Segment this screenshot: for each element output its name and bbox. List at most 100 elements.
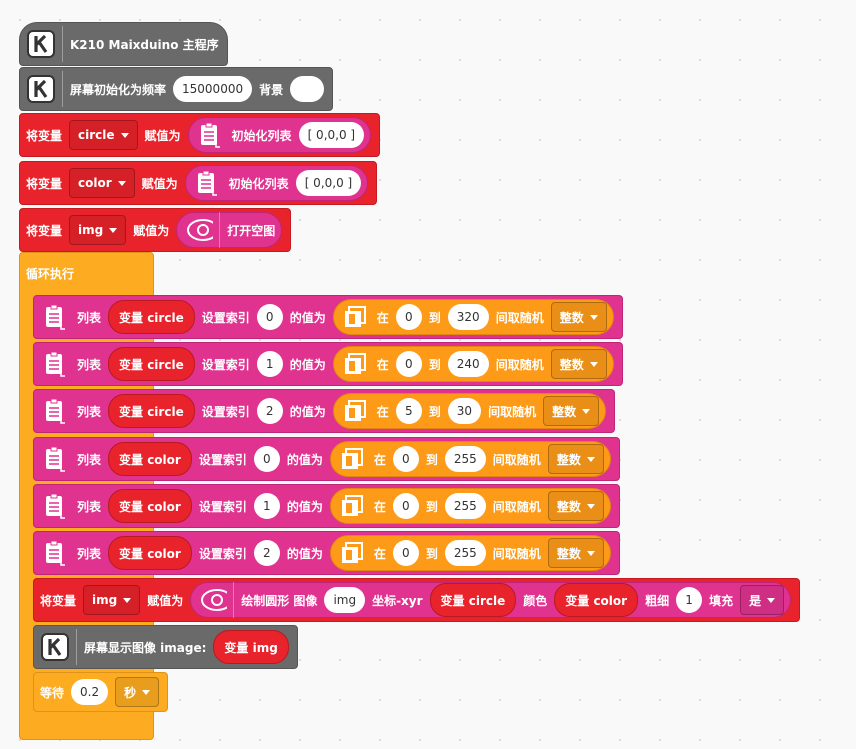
variable-reporter[interactable]: 变量 circle <box>108 394 195 428</box>
input[interactable]: 1 <box>253 493 280 519</box>
statement-block[interactable]: 屏幕显示图像 image: 变量 img <box>33 625 298 669</box>
block-icon <box>337 444 367 474</box>
input[interactable]: 0 <box>392 446 419 472</box>
random-block[interactable]: 在 0 到 320 间取随机 整数 <box>332 299 614 335</box>
label: 打开空图 <box>227 223 276 238</box>
input[interactable]: 1 <box>256 351 283 377</box>
dropdown[interactable]: 整数 <box>547 491 604 521</box>
dropdown[interactable]: 整数 <box>547 444 604 474</box>
label: 初始化列表 <box>228 176 289 191</box>
input[interactable]: 2 <box>253 540 280 566</box>
dropdown[interactable]: 是 <box>740 585 785 615</box>
random-block[interactable]: 在 0 到 240 间取随机 整数 <box>332 346 614 382</box>
statement-block[interactable]: 将变量 img 赋值为 打开空图 <box>19 208 292 252</box>
dropdown[interactable]: 整数 <box>550 302 607 332</box>
block-icon <box>40 302 70 332</box>
input[interactable]: 0 <box>392 540 419 566</box>
variable-reporter[interactable]: 变量 circle <box>429 583 517 617</box>
label: 坐标-xyr <box>372 593 423 608</box>
statement-block[interactable]: 列表 变量 color 设置索引 2 的值为 在 0 到 255 间取随机 整数 <box>33 531 620 575</box>
random-block[interactable]: 在 0 到 255 间取随机 整数 <box>329 441 611 477</box>
input[interactable]: 0 <box>253 446 280 472</box>
variable-reporter[interactable]: 变量 color <box>108 489 192 523</box>
statement-block[interactable]: 将变量 circle 赋值为 初始化列表 [ 0,0,0 ] <box>19 113 381 157</box>
block-icon <box>183 212 221 248</box>
input[interactable]: 2 <box>256 398 283 424</box>
statement-block[interactable]: 列表 变量 color 设置索引 0 的值为在 0 到 255 间取随机 整数 <box>33 437 620 481</box>
statement-block[interactable]: 列表 变量 color 设置索引 1 的值为 在 0 到 255 间取随机 整数 <box>33 484 620 528</box>
input[interactable]: 0 <box>392 493 419 519</box>
input[interactable]: 320 <box>447 304 489 330</box>
block-icon <box>340 302 370 332</box>
statement-block[interactable]: 将变量 img 赋值为 绘制圆形 图像 img 坐标-xyr 变量 circle 颜色 变量 c… <box>33 578 801 622</box>
label: 到 <box>425 452 438 467</box>
label: 在 <box>373 452 386 467</box>
input[interactable]: 255 <box>444 540 486 566</box>
block-icon <box>40 629 77 665</box>
input[interactable]: 0 <box>395 351 422 377</box>
label: 设置索引 <box>198 499 247 514</box>
input[interactable]: 0.2 <box>71 679 109 705</box>
dropdown[interactable]: 秒 <box>115 677 160 707</box>
label: 的值为 <box>286 452 323 467</box>
variable-reporter[interactable]: 变量 circle <box>108 347 195 381</box>
variable-reporter[interactable]: 变量 color <box>108 536 192 570</box>
input[interactable]: img <box>324 587 366 613</box>
statement-block[interactable]: 屏幕初始化为频率 15000000 背景 <box>19 67 334 111</box>
random-block[interactable]: 在 0 到 255 间取随机 整数 <box>329 535 611 571</box>
label: 到 <box>428 310 441 325</box>
dropdown[interactable]: 整数 <box>550 349 607 379</box>
label: K210 Maixduino 主程序 <box>70 37 219 52</box>
variable-reporter[interactable]: 变量 color <box>108 442 192 476</box>
variable-reporter[interactable]: 变量 circle <box>108 300 195 334</box>
dropdown[interactable]: 整数 <box>547 538 604 568</box>
label: 将变量 <box>26 128 63 143</box>
label: 列表 <box>77 452 102 467</box>
label: 列表 <box>77 499 102 514</box>
dropdown[interactable]: img <box>69 215 127 245</box>
color-input[interactable] <box>290 76 325 102</box>
statement-block[interactable]: 列表 变量 circle 设置索引 1 的值为 在 0 到 240 间取随机 整数 <box>33 342 623 386</box>
input[interactable]: 255 <box>444 493 486 519</box>
statement-block[interactable]: 等待 0.2 秒 <box>33 672 169 712</box>
random-block[interactable]: 在 5 到 30 间取随机 整数 <box>332 393 607 429</box>
reporter-block[interactable]: 打开空图 <box>176 212 283 248</box>
label: 屏幕初始化为频率 <box>70 82 167 97</box>
label: 列表 <box>77 404 102 419</box>
label: 的值为 <box>286 546 323 561</box>
dropdown[interactable]: 整数 <box>543 396 600 426</box>
block-icon <box>337 491 367 521</box>
input[interactable]: 0 <box>256 304 283 330</box>
variable-reporter[interactable]: 变量 img <box>213 630 289 664</box>
dropdown[interactable]: circle <box>69 120 138 150</box>
input[interactable]: 30 <box>447 398 482 424</box>
input[interactable]: [ 0,0,0 ] <box>298 122 365 148</box>
hat-block[interactable]: K210 Maixduino 主程序 <box>19 22 228 66</box>
dropdown[interactable]: img <box>83 585 141 615</box>
block-icon <box>337 538 367 568</box>
block-icon <box>197 582 235 618</box>
variable-reporter[interactable]: 变量 color <box>554 583 639 617</box>
statement-block[interactable]: 将变量 color 赋值为 初始化列表 [ 0,0,0 ] <box>19 161 378 205</box>
label: 间取随机 <box>488 404 537 419</box>
block-icon <box>195 120 225 150</box>
label: 将变量 <box>40 593 77 608</box>
label: 背景 <box>259 82 284 97</box>
input[interactable]: 0 <box>395 304 422 330</box>
label: 的值为 <box>289 404 326 419</box>
input[interactable]: 255 <box>444 446 486 472</box>
input[interactable]: 15000000 <box>173 76 253 102</box>
reporter-block[interactable]: 绘制圆形 图像 img 坐标-xyr 变量 circle 颜色 变量 color 粗细 1 填充… <box>190 582 792 618</box>
input[interactable]: 240 <box>447 351 489 377</box>
input[interactable]: [ 0,0,0 ] <box>295 170 362 196</box>
statement-block[interactable]: 列表 变量 circle 设置索引 0 的值为在 0 到 320 间取随机 整数 <box>33 295 623 339</box>
dropdown[interactable]: color <box>69 168 135 198</box>
statement-block[interactable]: 列表 变量 circle 设置索引 2 的值为 在 5 到 30 间取随机 整数 <box>33 389 616 433</box>
reporter-block[interactable]: 初始化列表 [ 0,0,0 ] <box>187 117 372 153</box>
input[interactable]: 5 <box>395 398 422 424</box>
random-block[interactable]: 在 0 到 255 间取随机 整数 <box>329 488 611 524</box>
block-icon <box>40 538 70 568</box>
input[interactable]: 1 <box>676 587 703 613</box>
reporter-block[interactable]: 初始化列表 [ 0,0,0 ] <box>184 165 369 201</box>
